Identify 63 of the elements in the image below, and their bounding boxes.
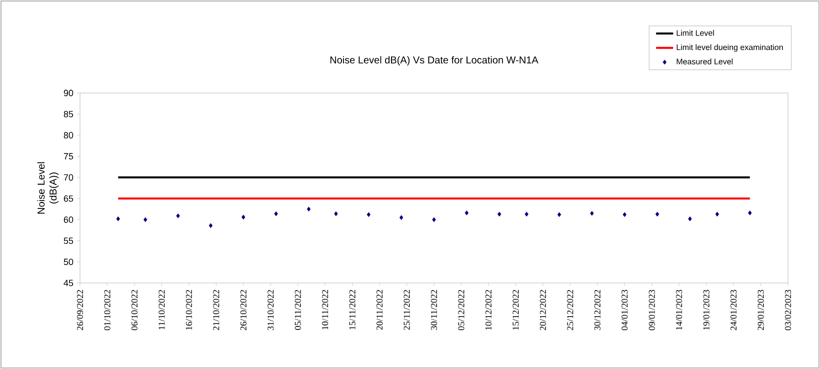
point [116, 216, 120, 222]
x-tick-label: 25/12/2022 [567, 290, 574, 330]
y-tick-label: 70 [64, 174, 74, 181]
y-tick-label: 90 [64, 90, 74, 96]
point [622, 212, 626, 217]
legend-label: Measured Level [676, 58, 733, 64]
x-tick-label: 20/11/2022 [376, 290, 383, 330]
point [432, 217, 436, 222]
point [748, 210, 752, 216]
legend-label: Limit Level [676, 30, 714, 36]
point [590, 210, 594, 216]
x-tick-label: 15/12/2022 [512, 290, 519, 330]
point [144, 217, 148, 222]
x-tick-label: 05/12/2022 [458, 290, 464, 330]
x-tick-label: 20/12/2022 [540, 290, 546, 330]
point [688, 216, 692, 222]
x-tick-label: 30/11/2022 [430, 290, 438, 330]
y-tick-label: 85 [64, 110, 74, 118]
point [334, 211, 338, 216]
point [655, 212, 660, 217]
point [176, 213, 180, 218]
x-tick-label: 04/01/2023 [622, 290, 628, 330]
x-tick-label: 01/10/2022 [104, 290, 110, 330]
point [464, 210, 469, 216]
point [208, 223, 213, 228]
y-tick-label: 50 [64, 258, 74, 266]
x-tick-label: 19/01/2023 [703, 290, 710, 330]
y-tick-label: 45 [64, 280, 74, 286]
x-tick-label: 25/11/2022 [404, 290, 410, 330]
x-tick-label: 21/10/2022 [213, 290, 220, 330]
x-tick-label: 30/12/2022 [594, 290, 600, 330]
x-tick-label: 10/11/2022 [322, 290, 328, 330]
x-tick-label: 16/10/2022 [186, 290, 192, 330]
x-tick-label: 29/01/2023 [758, 290, 764, 330]
point [498, 212, 502, 217]
y-tick-label: 75 [64, 153, 74, 160]
point [306, 206, 311, 212]
x-tick-label: 15/11/2022 [349, 290, 356, 330]
x-tick-label: 05/11/2022 [294, 290, 301, 330]
x-tick-label: 09/01/2023 [648, 290, 655, 330]
x-tick-label: 03/02/2023 [784, 290, 792, 330]
x-tick-label: 14/01/2023 [676, 290, 682, 330]
chart-title: Noise Level dB(A) Vs Date for Location W-N1A [330, 56, 538, 66]
point [557, 212, 562, 217]
y-tick-label: 80 [64, 132, 74, 138]
y-tick-label: 55 [64, 238, 74, 244]
legend-label: Limit level dueing examination [676, 44, 783, 52]
y-tick-label: 60 [64, 216, 74, 223]
y-tick-label: 65 [64, 195, 74, 202]
x-tick-label: 26/09/2022 [76, 290, 84, 330]
x-tick-label: 10/12/2022 [485, 290, 492, 330]
point [715, 212, 720, 217]
x-tick-label: 26/10/2022 [240, 290, 246, 330]
x-tick-label: 24/01/2023 [730, 290, 737, 330]
point [399, 215, 404, 220]
point [242, 214, 246, 220]
point [524, 212, 528, 217]
x-tick-label: 31/10/2022 [268, 290, 274, 330]
x-tick-label: 11/10/2022 [158, 290, 165, 330]
y-axis-title: Noise Level (dB(A)) [37, 162, 59, 214]
point [274, 211, 278, 216]
point [366, 212, 370, 217]
x-tick-label: 06/10/2022 [131, 290, 138, 330]
